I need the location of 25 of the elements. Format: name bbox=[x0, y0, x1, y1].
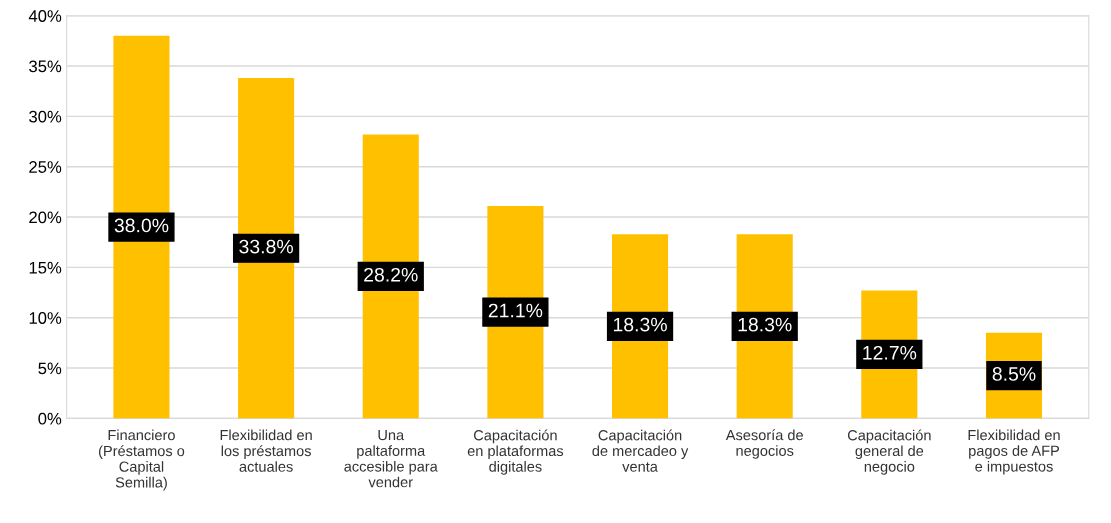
y-tick-label: 15% bbox=[29, 261, 62, 274]
y-tick-label: 20% bbox=[29, 211, 62, 224]
y-tick-label: 5% bbox=[38, 362, 62, 375]
x-tick-label: Capacitación general de negocio bbox=[847, 429, 931, 475]
y-tick-label: 30% bbox=[29, 110, 62, 123]
y-tick-label: 0% bbox=[38, 412, 62, 425]
x-tick-label: Capacitación de mercadeo y venta bbox=[592, 429, 689, 472]
x-tick-label: Flexibilidad en los préstamos actuales bbox=[220, 429, 312, 472]
x-tick-label: Flexibilidad en pagos de AFP e impuestos bbox=[968, 429, 1060, 475]
data-label: 38.0% bbox=[114, 218, 169, 233]
x-tick-label: Financiero (Préstamos o Capital Semilla) bbox=[99, 429, 185, 491]
x-tick-label: Asesoría de negocios bbox=[725, 429, 803, 459]
data-label: 33.8% bbox=[239, 239, 293, 254]
y-tick-label: 40% bbox=[28, 10, 62, 22]
x-tick-label: Capacitación en plataformas digitales bbox=[467, 429, 564, 475]
x-tick-label: Una paltaforma accesible para vender bbox=[344, 430, 438, 488]
y-tick-label: 35% bbox=[29, 60, 62, 73]
data-label: 28.2% bbox=[364, 267, 418, 282]
data-label: 18.3% bbox=[613, 317, 667, 332]
data-label: 8.5% bbox=[992, 367, 1036, 381]
data-label: 18.3% bbox=[738, 317, 792, 332]
y-tick-label: 25% bbox=[29, 161, 62, 173]
data-label: 12.7% bbox=[863, 345, 917, 360]
data-label: 21.1% bbox=[488, 303, 543, 318]
y-tick-label: 10% bbox=[29, 312, 62, 324]
